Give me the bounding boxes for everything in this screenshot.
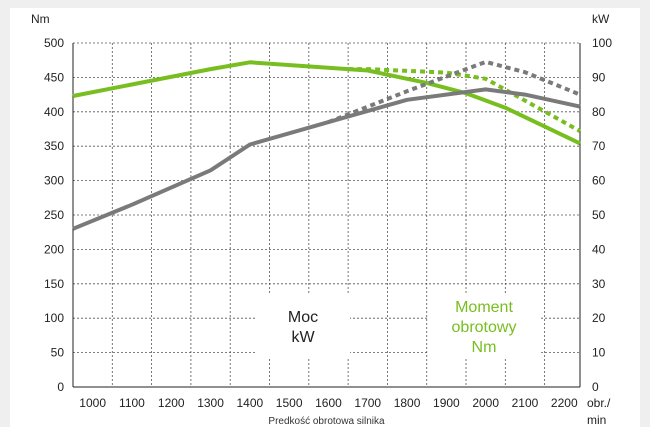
legend-label: kW xyxy=(291,329,315,346)
y-right-tick-label: 90 xyxy=(592,70,606,84)
y-right-tick-label: 20 xyxy=(592,311,606,325)
legend-label: Moc xyxy=(288,309,318,326)
y-left-tick-label: 400 xyxy=(44,105,64,119)
legend-label: Moment xyxy=(455,299,513,316)
y-right-tick-label: 80 xyxy=(592,105,606,119)
x-tick-label: 1900 xyxy=(433,396,460,410)
x-tick-label: 1800 xyxy=(394,396,421,410)
legend-label: Nm xyxy=(472,339,497,356)
x-tick-label: 2000 xyxy=(472,396,499,410)
y-right-tick-label: 0 xyxy=(592,380,599,394)
axes: 0 50 100 150 200 250 300 350 400 450 500 0 10 20 30 40 5… xyxy=(44,36,612,410)
y-left-tick-label: 200 xyxy=(44,242,64,256)
y-right-tick-label: 40 xyxy=(592,242,606,256)
y-left-tick-label: 500 xyxy=(44,36,64,50)
x-tick-label: 1200 xyxy=(158,396,185,410)
y-left-tick-label: 450 xyxy=(44,70,64,84)
x-tick-label: 1000 xyxy=(79,396,106,410)
x-tick-label: 1500 xyxy=(276,396,303,410)
y-left-tick-label: 50 xyxy=(51,346,65,360)
x-tick-label: 1300 xyxy=(197,396,224,410)
x-axis-title: Predkość obrotowa silnika xyxy=(268,416,385,427)
x-unit-label: obr./ xyxy=(587,396,611,410)
y-right-tick-label: 50 xyxy=(592,208,606,222)
y-right-tick-label: 70 xyxy=(592,139,606,153)
y-right-tick-label: 60 xyxy=(592,174,606,188)
x-unit-label: min xyxy=(587,413,606,427)
y-right-tick-label: 100 xyxy=(592,36,612,50)
y-left-tick-label: 0 xyxy=(57,380,64,394)
legend-label: obrotowy xyxy=(452,319,517,336)
series-line-1-dashed xyxy=(348,67,581,133)
x-tick-label: 1400 xyxy=(237,396,264,410)
series-layer xyxy=(72,59,581,231)
y-right-unit-label: kW xyxy=(592,12,610,26)
series-line-0-solid xyxy=(72,60,581,146)
y-left-tick-label: 150 xyxy=(44,277,64,291)
y-right-tick-label: 10 xyxy=(592,346,606,360)
legend-box-0 xyxy=(256,295,350,357)
x-tick-label: 2100 xyxy=(512,396,539,410)
legend-box-1 xyxy=(428,295,540,357)
x-tick-label: 1100 xyxy=(119,396,145,410)
x-tick-label: 2200 xyxy=(551,396,578,410)
legend: Moc kW Moment obrotowy Nm xyxy=(256,295,540,357)
y-left-tick-label: 300 xyxy=(44,174,64,188)
y-left-tick-label: 100 xyxy=(44,311,64,325)
y-left-tick-label: 350 xyxy=(44,139,64,153)
axis-labels: Nm kW obr./ min Predkość obrotowa silnika xyxy=(31,12,611,427)
y-left-unit-label: Nm xyxy=(31,12,50,26)
series-line-3-dashed xyxy=(327,59,581,124)
x-tick-label: 1700 xyxy=(354,396,381,410)
x-tick-label: 1600 xyxy=(315,396,342,410)
y-left-tick-label: 250 xyxy=(44,208,64,222)
y-right-tick-label: 30 xyxy=(592,277,606,291)
grid xyxy=(73,42,580,387)
